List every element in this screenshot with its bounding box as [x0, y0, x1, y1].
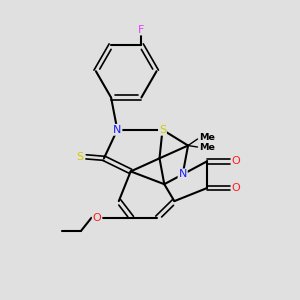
Text: O: O — [232, 156, 241, 166]
Text: Me: Me — [199, 133, 215, 142]
Text: N: N — [178, 169, 187, 179]
Text: O: O — [93, 213, 101, 223]
Text: O: O — [232, 183, 241, 193]
Text: S: S — [76, 152, 84, 162]
Text: Me: Me — [199, 143, 215, 152]
Text: S: S — [159, 125, 166, 135]
Text: N: N — [113, 125, 122, 135]
Text: F: F — [138, 25, 145, 34]
